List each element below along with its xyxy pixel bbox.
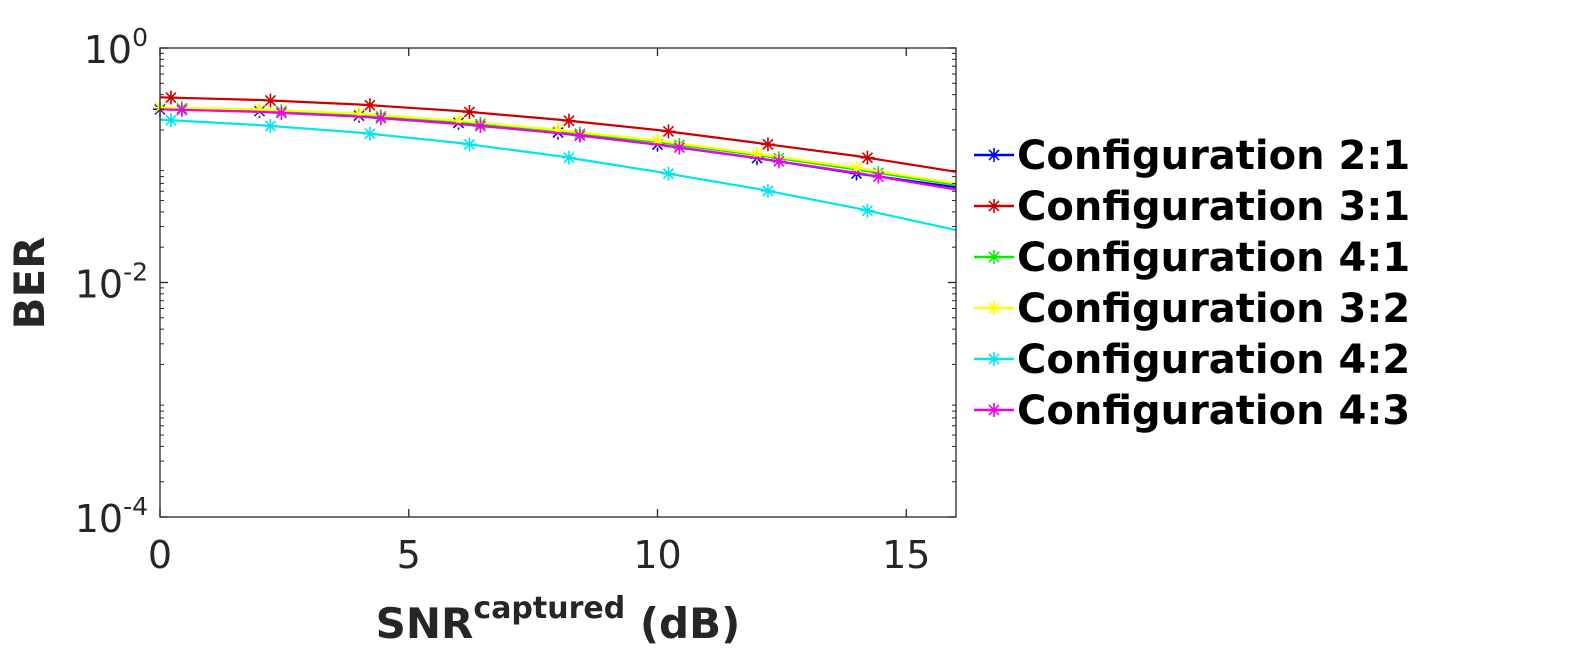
x-axis-label-superscript: captured bbox=[473, 591, 625, 626]
series-configuration-3-2-point bbox=[451, 113, 466, 128]
legend-item-configuration-2-1: Configuration 2:1 bbox=[974, 133, 1410, 179]
y-tick-label-base: 10 bbox=[84, 28, 132, 72]
series-configuration-4-3-point bbox=[473, 118, 488, 133]
series-configuration-4-2-point bbox=[760, 183, 775, 198]
legend-swatch-marker bbox=[987, 403, 1001, 417]
series-configuration-3-1-point bbox=[561, 113, 576, 128]
series-configuration-4-3-point bbox=[572, 128, 587, 143]
series-configuration-3-1-point bbox=[462, 104, 477, 119]
plot-area bbox=[160, 48, 956, 517]
series-configuration-3-1-point bbox=[263, 93, 278, 108]
y-tick-label-exponent: -4 bbox=[123, 492, 148, 521]
series-configuration-3-1-point bbox=[760, 137, 775, 152]
legend-item-configuration-4-3: Configuration 4:3 bbox=[974, 388, 1410, 434]
series-configuration-4-3-point bbox=[871, 169, 886, 184]
series-configuration-4-2-point bbox=[561, 150, 576, 165]
series-configuration-3-1-line bbox=[159, 96, 957, 173]
legend-swatch-marker bbox=[987, 148, 1001, 162]
x-tick-label: 0 bbox=[148, 533, 172, 577]
series-configuration-3-1-point bbox=[163, 90, 178, 105]
legend-label: Configuration 4:1 bbox=[1017, 235, 1410, 281]
series-configuration-4-2-point bbox=[661, 166, 676, 181]
series-configuration-3-2-point bbox=[352, 106, 366, 121]
legend-swatch-marker bbox=[987, 301, 1001, 315]
y-tick-label: 10-2 bbox=[75, 258, 148, 307]
y-tick-label-exponent: -2 bbox=[123, 258, 148, 287]
x-tick-label: 10 bbox=[633, 533, 681, 577]
y-tick-label: 10-4 bbox=[75, 492, 148, 541]
series-configuration-3-2-point bbox=[252, 102, 267, 117]
series-configuration-3-2-point bbox=[551, 122, 565, 137]
series-configuration-4-3-line bbox=[159, 108, 957, 191]
series-configuration-4-2-point bbox=[462, 137, 477, 152]
legend-label: Configuration 3:2 bbox=[1017, 286, 1410, 332]
x-tick-label: 15 bbox=[882, 533, 930, 577]
y-tick-label: 100 bbox=[84, 23, 148, 72]
legend-label: Configuration 3:1 bbox=[1017, 184, 1410, 230]
legend-swatch-marker bbox=[987, 199, 1001, 213]
legend-swatch-marker bbox=[987, 250, 1001, 264]
y-tick-label-exponent: 0 bbox=[132, 23, 148, 52]
legend-item-configuration-3-1: Configuration 3:1 bbox=[974, 184, 1410, 230]
legend-label: Configuration 2:1 bbox=[1017, 133, 1410, 179]
legend: Configuration 2:1 Configuration 3:1 Config… bbox=[974, 133, 1410, 434]
series-configuration-4-2-point bbox=[263, 118, 278, 133]
series-configuration-3-1-point bbox=[661, 124, 676, 139]
y-tick-label-base: 10 bbox=[75, 497, 123, 541]
series-configuration-4-2-point bbox=[362, 126, 377, 141]
series-configuration-4-3-point bbox=[373, 111, 388, 126]
series-configuration-4-3-point bbox=[174, 102, 189, 117]
legend-label: Configuration 4:3 bbox=[1017, 388, 1410, 434]
series-configuration-4-3-point bbox=[274, 105, 289, 120]
x-axis-label-base: SNR bbox=[376, 599, 474, 648]
series-configuration-4-3-point bbox=[672, 140, 687, 155]
series-configuration-3-1-point bbox=[860, 150, 875, 165]
legend-label: Configuration 4:2 bbox=[1017, 337, 1410, 383]
series-configuration-4-2-point bbox=[163, 113, 178, 128]
x-axis-label: SNRcaptured (dB) bbox=[376, 591, 741, 648]
legend-swatch-marker bbox=[987, 352, 1001, 366]
series-configuration-4-3-point bbox=[771, 154, 786, 169]
y-tick-label-base: 10 bbox=[75, 263, 123, 307]
y-axis-label: BER bbox=[5, 236, 54, 329]
series-configuration-3-1-point bbox=[362, 98, 377, 113]
series-layer bbox=[153, 90, 957, 232]
series-configuration-4-2-line bbox=[159, 118, 957, 232]
legend-item-configuration-4-2: Configuration 4:2 bbox=[974, 337, 1410, 383]
x-axis-label-suffix: (dB) bbox=[625, 599, 740, 648]
x-tick-label: 5 bbox=[397, 533, 421, 577]
legend-item-configuration-4-1: Configuration 4:1 bbox=[974, 235, 1410, 281]
series-configuration-4-2-point bbox=[860, 203, 875, 218]
legend-item-configuration-3-2: Configuration 3:2 bbox=[974, 286, 1410, 332]
